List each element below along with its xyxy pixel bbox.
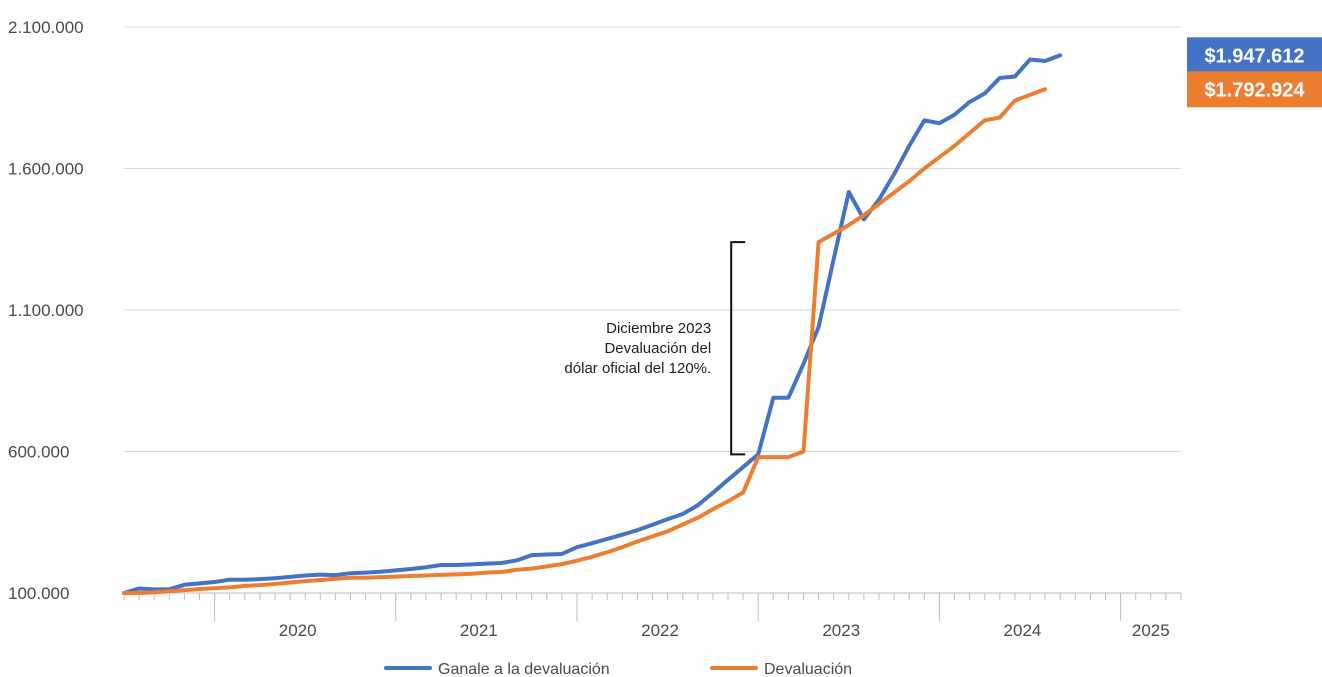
series-layer	[122, 53, 1063, 595]
end-label-box	[1187, 37, 1322, 74]
annotation-bracket	[730, 241, 746, 456]
series-line-1	[122, 87, 1048, 595]
legend-item: Devaluación	[710, 661, 852, 677]
end-label-box	[1187, 71, 1322, 108]
x-tick-label: 2020	[279, 621, 317, 640]
y-tick-label: 2.100.000	[8, 18, 84, 37]
annotation-text: Devaluación del	[604, 340, 711, 357]
annotation: Diciembre 2023 Devaluación del dólar ofici…	[564, 241, 746, 456]
x-tick-label: 2023	[822, 621, 860, 640]
end-label: $1.792.924	[1187, 71, 1322, 108]
end-label-text: $1.792.924	[1204, 79, 1305, 101]
x-tick-label: 2021	[460, 621, 498, 640]
grid-layer	[124, 26, 1181, 452]
legend: Ganale a la devaluación Devaluación	[384, 661, 852, 677]
y-tick-label: 1.600.000	[8, 160, 84, 179]
annotation-text: dólar oficial del 120%.	[564, 360, 711, 377]
axis-layer: 100.000 600.000 1.100.000 1.600.000 2.100.00…	[8, 18, 1182, 640]
y-tick-label: 100.000	[8, 584, 69, 603]
y-tick-label: 600.000	[8, 443, 69, 462]
label-layer: $1.947.612 $1.792.924	[1187, 37, 1322, 108]
end-label: $1.947.612	[1187, 37, 1322, 74]
x-tick-label: 2022	[641, 621, 679, 640]
x-tick-label: 2025	[1132, 621, 1170, 640]
legend-label: Ganale a la devaluación	[438, 661, 610, 677]
series-line-0	[122, 53, 1063, 595]
annotation-text: Diciembre 2023	[606, 320, 711, 337]
y-tick-label: 1.100.000	[8, 301, 84, 320]
x-tick-label: 2024	[1004, 621, 1042, 640]
legend-item: Ganale a la devaluación	[384, 661, 610, 677]
legend-label: Devaluación	[764, 661, 852, 677]
end-label-text: $1.947.612	[1204, 45, 1304, 67]
annotation-layer: Diciembre 2023 Devaluación del dólar ofici…	[564, 241, 746, 456]
